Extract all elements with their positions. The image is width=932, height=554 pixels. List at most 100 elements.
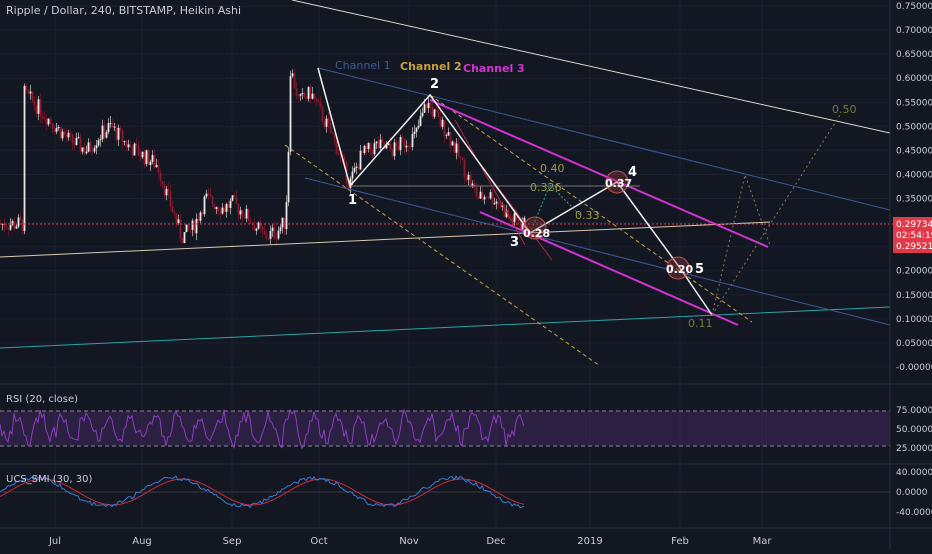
candle-body — [241, 210, 244, 218]
wave-label-1: 1 — [348, 193, 357, 208]
candle-body — [109, 122, 112, 124]
candle-body — [113, 126, 116, 128]
time-axis[interactable]: Jul Aug Sep Oct Nov Dec 2019 Feb Mar — [48, 536, 772, 547]
candle-body — [175, 213, 178, 224]
candle-body — [87, 142, 90, 152]
candle-body — [261, 227, 264, 231]
price-label: 0.05000 — [896, 339, 932, 349]
candle-body — [201, 212, 204, 215]
rsi-label-50: 50.0000 — [896, 425, 932, 435]
candle-body — [159, 172, 162, 182]
candle-body — [73, 143, 76, 146]
candle-body — [149, 161, 152, 166]
candle-body — [465, 177, 468, 180]
candle-body — [79, 137, 82, 152]
price-label: 0.55000 — [896, 98, 932, 108]
candle-body — [429, 102, 432, 108]
candle-body — [95, 145, 98, 149]
candle-body — [451, 141, 454, 146]
candle-body — [163, 184, 166, 196]
candle-body — [11, 221, 14, 225]
candle-body — [355, 166, 358, 168]
candle-body — [419, 116, 422, 126]
candle-body — [103, 125, 106, 138]
candle-body — [285, 202, 288, 230]
candle-body — [153, 155, 156, 168]
candle-body — [485, 196, 488, 198]
candle-body — [513, 213, 516, 223]
candle-body — [417, 125, 420, 128]
time-label: Nov — [399, 536, 419, 547]
candle-body — [207, 193, 210, 195]
candle-body — [203, 196, 206, 215]
candle-body — [349, 178, 352, 188]
smi-pane: UCS_SMI (30, 30) 40.0000 0.0000 -40.0000 — [0, 463, 932, 518]
candle-body — [167, 188, 170, 192]
candle-body — [195, 218, 198, 234]
candle-body — [373, 143, 376, 155]
candle-body — [269, 230, 272, 239]
candle-body — [227, 203, 230, 208]
candle-body — [481, 191, 484, 200]
cyan-trend-line — [0, 306, 891, 349]
price-label: 0.15000 — [896, 291, 932, 301]
candle-body — [225, 203, 228, 212]
candle-body — [347, 183, 350, 188]
candle-body — [455, 143, 458, 153]
candle-body — [457, 143, 460, 157]
candle-body — [331, 132, 334, 135]
wave-label-5: 5 — [695, 262, 704, 277]
chart-title: Ripple / Dollar, 240, BITSTAMP, Heikin A… — [6, 4, 241, 17]
candle-body — [407, 145, 410, 147]
candle-body — [301, 93, 304, 95]
candle-body — [5, 227, 8, 229]
candle-body — [405, 145, 408, 148]
channel1-bottom — [304, 177, 891, 326]
candle-body — [231, 195, 234, 201]
candle-body — [189, 229, 192, 231]
candle-body — [415, 127, 418, 132]
candle-body — [521, 224, 524, 229]
candle-body — [259, 222, 262, 228]
candle-body — [31, 91, 34, 101]
long-support-line — [0, 221, 771, 258]
candle-body — [165, 188, 168, 196]
long-resistance-line — [291, 0, 891, 134]
price-axis[interactable]: 0.75000 0.70000 0.65000 0.60000 0.55000 0.500… — [896, 2, 932, 373]
grid-lines — [0, 0, 890, 528]
candle-body — [491, 192, 494, 205]
candle-body — [463, 159, 466, 178]
candle-body — [271, 227, 274, 231]
target-011: 0.11 — [688, 317, 713, 330]
candle-body — [59, 126, 62, 139]
target-circle-020 — [666, 256, 690, 280]
candle-body — [151, 155, 154, 162]
channel1-label: Channel 1 — [335, 59, 391, 72]
candle-body — [421, 112, 424, 117]
candle-body — [107, 123, 110, 133]
candle-body — [409, 145, 412, 147]
red-channel-a — [454, 119, 526, 246]
candle-body — [283, 217, 286, 230]
rsi-band — [0, 411, 890, 446]
candle-body — [335, 138, 338, 154]
price-label: 0.50000 — [896, 122, 932, 132]
candle-body — [499, 204, 502, 207]
candle-body — [127, 144, 130, 148]
second-price: 0.29521 — [896, 242, 932, 252]
candle-body — [281, 217, 284, 228]
candle-body — [501, 204, 504, 207]
candle-body — [71, 134, 74, 144]
candle-body — [89, 142, 92, 151]
wave-label-3: 3 — [510, 235, 519, 250]
candle-body — [305, 97, 308, 99]
candle-body — [427, 102, 430, 109]
price-label: 0.35000 — [896, 195, 932, 205]
candle-body — [273, 227, 276, 239]
time-label: Feb — [671, 536, 689, 547]
candle-body — [423, 104, 426, 113]
price-candles — [0, 68, 526, 246]
target-040: 0.40 — [540, 162, 565, 175]
